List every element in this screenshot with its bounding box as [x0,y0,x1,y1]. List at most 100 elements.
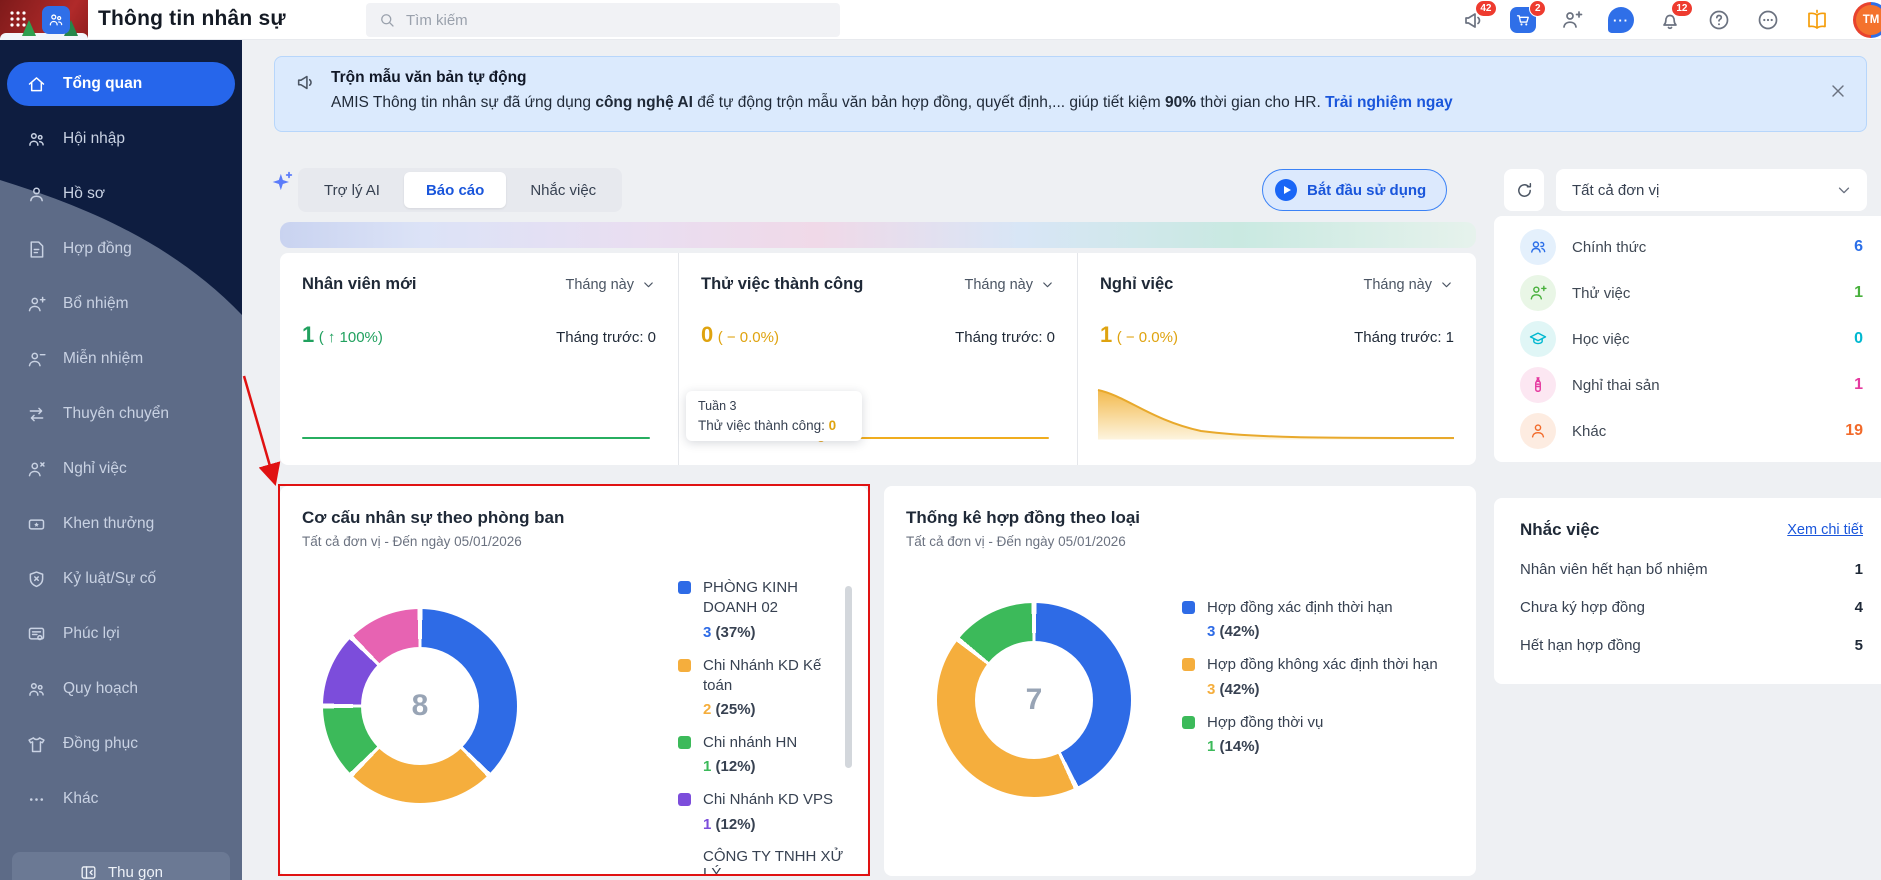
sidebar-item-label: Hồ sơ [63,185,106,202]
sidebar-item-bo-nhiem[interactable]: Bổ nhiệm [7,282,235,326]
banner-try-link[interactable]: Trải nghiệm ngay [1325,94,1453,111]
sidebar-item-phuc-loi[interactable]: Phúc lợi [7,612,235,656]
chat-icon[interactable]: ··· [1608,7,1634,33]
sidebar-item-label: Quy hoạch [63,680,138,697]
help-icon[interactable] [1706,7,1732,33]
headcount-row-hoc-viec[interactable]: Học việc 0 [1494,316,1881,362]
sidebar: Tổng quan Hội nhập Hồ sơ Hợp đồng Bổ nhi… [0,40,242,880]
person-clock-icon [1520,413,1556,449]
sidebar-item-mien-nhiem[interactable]: Miễn nhiệm [7,337,235,381]
legend-item[interactable]: PHÒNG KINH DOANH 02 3 (37%) [678,578,853,641]
legend-item[interactable]: Hợp đồng thời vụ 1 (14%) [1182,713,1442,755]
people-icon [26,679,47,700]
app-logo-icon[interactable] [42,6,70,34]
sidebar-item-nghi-viec[interactable]: Nghỉ việc [7,447,235,491]
banner-title: Trộn mẫu văn bản tự động [331,69,527,86]
reminder-row[interactable]: Hết hạn hợp đồng 5 [1520,637,1863,654]
more-options-icon[interactable] [1755,7,1781,33]
legend-swatch [1182,715,1195,729]
stat-title: Thử việc thành công [701,275,864,293]
stat-value: 1 ( ↑ 100%) [302,322,383,347]
store-icon[interactable]: 2 [1510,0,1546,33]
graduate-icon [1520,321,1556,357]
unit-filter-select[interactable]: Tất cả đơn vị [1556,169,1867,211]
period-dropdown[interactable]: Tháng này [565,277,656,293]
home-icon [26,74,47,95]
legend-item[interactable]: Chi Nhánh KD Kế toán 2 (25%) [678,656,853,718]
search-input[interactable] [406,11,828,29]
donut-total: 8 [411,689,429,722]
search-bar[interactable] [366,3,840,37]
app-title: Thông tin nhân sự [98,7,286,30]
sidebar-item-ho-so[interactable]: Hồ sơ [7,172,235,216]
document-icon [26,239,47,260]
tab-tro-ly-ai[interactable]: Trợ lý AI [324,181,380,199]
legend-item-truncated[interactable]: CÔNG TY TNHH XỬ LÝ [703,847,844,877]
period-dropdown[interactable]: Tháng này [964,277,1055,293]
baby-bottle-icon [1520,367,1556,403]
sidebar-item-khac[interactable]: Khác [7,777,235,821]
period-dropdown[interactable]: Tháng này [1363,277,1454,293]
sidebar-item-hop-dong[interactable]: Hợp đồng [7,227,235,271]
legend-swatch [678,658,691,672]
headcount-row-thu-viec[interactable]: Thử việc 1 [1494,270,1881,316]
handbook-icon[interactable] [1804,7,1830,33]
sidebar-item-ky-luat[interactable]: Kỷ luật/Sự cố [7,557,235,601]
refresh-button[interactable] [1504,169,1544,211]
people-group-icon [26,129,47,150]
refresh-icon [1514,180,1535,201]
announcement-icon[interactable]: 42 [1461,0,1497,33]
sidebar-item-tong-quan[interactable]: Tổng quan [7,62,235,106]
banner-close-icon[interactable] [1828,81,1848,101]
stats-card: Nhân viên mới Tháng này 1 ( ↑ 100%) Thán… [280,253,1476,465]
chart-legend: PHÒNG KINH DOANH 02 3 (37%) Chi Nhánh KD… [678,578,853,876]
headcount-row-khac[interactable]: Khác 19 [1494,408,1881,454]
person-plus-icon [1520,275,1556,311]
sidebar-item-dong-phuc[interactable]: Đồng phục [7,722,235,766]
snow-decoration [0,33,88,40]
stat-title: Nhân viên mới [302,275,417,293]
reminders-card: Nhắc việc Xem chi tiết Nhân viên hết hạn… [1494,498,1881,684]
shirt-icon [26,734,47,755]
legend-item[interactable]: Hợp đồng xác định thời hạn 3 (42%) [1182,598,1442,640]
sidebar-item-label: Khen thưởng [63,515,155,532]
legend-scrollbar[interactable] [845,586,852,768]
stat-previous: Tháng trước: 0 [556,329,656,346]
sidebar-item-khen-thuong[interactable]: Khen thưởng [7,502,235,546]
collapse-sidebar-button[interactable]: Thu gọn [12,852,230,880]
legend-item[interactable]: Chi nhánh HN 1 (12%) [678,733,853,775]
department-donut-chart[interactable]: 8 [323,609,517,803]
headcount-row-nghi-thai-san[interactable]: Nghỉ thai sản 1 [1494,362,1881,408]
collapse-icon [79,863,98,880]
search-icon [378,11,396,29]
add-user-icon[interactable] [1559,7,1585,33]
people-check-icon [1520,229,1556,265]
stat-new-employees: Nhân viên mới Tháng này 1 ( ↑ 100%) Thán… [280,253,678,465]
tab-bao-cao[interactable]: Báo cáo [403,172,507,208]
reminder-row[interactable]: Chưa ký hợp đồng 4 [1520,599,1863,616]
tab-nhac-viec[interactable]: Nhắc việc [530,181,597,199]
sidebar-item-hoi-nhap[interactable]: Hội nhập [7,117,235,161]
legend-item[interactable]: Hợp đồng không xác định thời hạn 3 (42%) [1182,655,1442,698]
trend-line [701,436,1049,439]
chart-title: Cơ cấu nhân sự theo phòng ban [302,508,565,527]
user-avatar[interactable]: TM [1853,2,1881,38]
reminder-row[interactable]: Nhân viên hết hạn bổ nhiệm 1 [1520,561,1863,578]
stat-value: 0 ( − 0.0%) [701,322,779,347]
contract-donut-chart[interactable]: 7 [937,603,1131,797]
chevron-down-icon [641,277,656,292]
chevron-down-icon [1835,181,1853,199]
reminders-title: Nhắc việc [1520,520,1600,539]
sidebar-item-label: Đồng phục [63,735,138,752]
trend-line [302,436,650,439]
headcount-row-chinh-thuc[interactable]: Chính thức 6 [1494,224,1881,270]
start-using-button[interactable]: Bắt đầu sử dụng [1262,169,1448,211]
stat-previous: Tháng trước: 0 [955,329,1055,346]
view-details-link[interactable]: Xem chi tiết [1787,522,1863,538]
sidebar-item-thuyen-chuyen[interactable]: Thuyên chuyển [7,392,235,436]
donut-total: 7 [1025,683,1043,716]
sidebar-item-quy-hoach[interactable]: Quy hoạch [7,667,235,711]
legend-swatch [678,793,691,807]
notification-bell-icon[interactable]: 12 [1657,0,1693,33]
legend-item[interactable]: Chi Nhánh KD VPS 1 (12%) [678,790,853,833]
